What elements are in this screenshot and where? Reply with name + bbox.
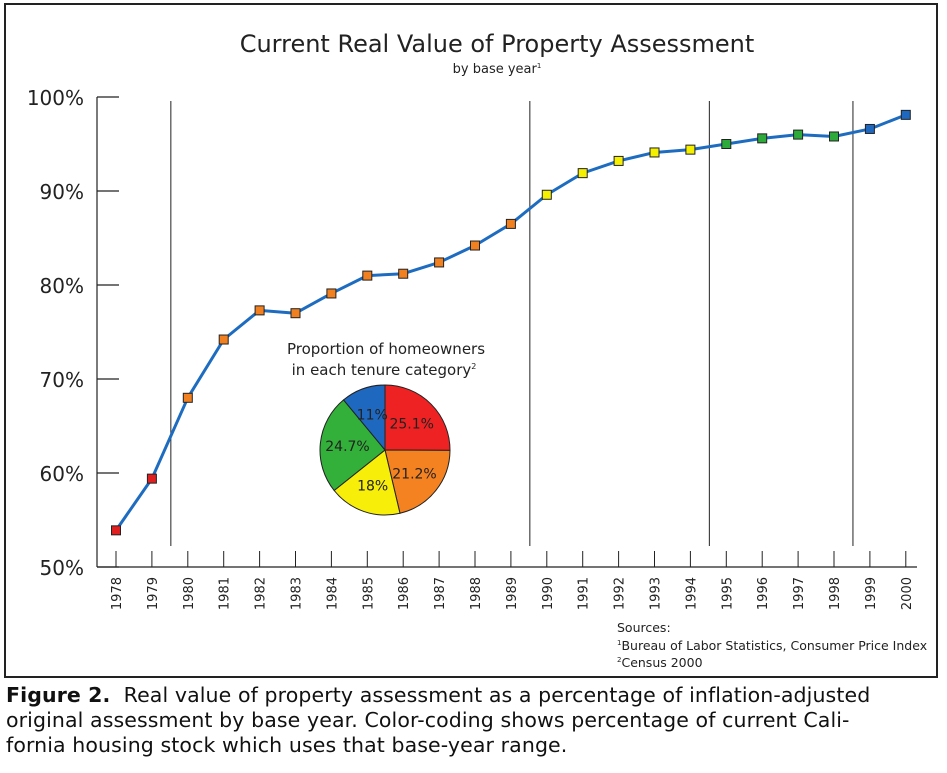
chart-title: Current Real Value of Property Assessmen…	[240, 30, 755, 58]
pie-title-line1: Proportion of homeowners	[287, 340, 485, 358]
data-point	[829, 131, 839, 142]
pie-slice-label: 25.1%	[389, 416, 433, 432]
pie-title-line2-text: in each tenure category	[292, 361, 472, 379]
data-point	[290, 308, 301, 319]
x-tick-label: 1997	[792, 577, 807, 610]
series-polyline	[114, 113, 907, 532]
pie-slice	[384, 449, 451, 514]
data-point	[577, 168, 588, 179]
data-point	[254, 305, 265, 316]
pie-slice-label: 24.7%	[325, 439, 369, 455]
x-tick-label: 1993	[649, 577, 664, 610]
data-point	[541, 189, 552, 200]
caption-line-3: fornia housing stock which uses that bas…	[6, 733, 568, 757]
data-point	[793, 129, 804, 140]
source-item-2: 2Census 2000	[617, 655, 703, 670]
x-tick-label: 1979	[146, 577, 161, 610]
data-point	[757, 133, 768, 144]
source-item-1: 1Bureau of Labor Statistics, Consumer Pr…	[617, 638, 927, 653]
pie-slice-label: 18%	[357, 479, 388, 495]
sources: Sources: 1Bureau of Labor Statistics, Co…	[617, 620, 927, 670]
chart-subtitle: by base year1	[453, 62, 542, 77]
chart-subtitle-text: by base year	[453, 62, 538, 77]
x-tick-label: 1999	[864, 577, 879, 610]
x-tick-label: 1978	[110, 577, 125, 610]
decade-dividers	[170, 101, 854, 546]
x-tick-label: 1982	[254, 577, 269, 610]
data-markers	[111, 109, 911, 536]
x-tick-label: 1986	[397, 577, 412, 610]
x-tick-label: 1989	[505, 577, 520, 610]
x-tick-label: 1991	[577, 577, 592, 610]
data-point	[864, 123, 875, 134]
caption-line-1: Real value of property assessment as a p…	[123, 683, 871, 707]
pie-slice	[333, 449, 401, 516]
y-tick-label: 90%	[40, 180, 84, 204]
data-point	[613, 155, 624, 166]
data-point	[900, 109, 911, 120]
data-point	[649, 147, 660, 158]
pie-title-line2: in each tenure category2	[292, 361, 477, 379]
data-point	[218, 334, 229, 345]
source-note-1: 1	[617, 639, 621, 647]
pie-chart: Proportion of homeowners in each tenure …	[287, 340, 485, 516]
source-note-2: 2	[617, 656, 621, 664]
axes: 50% 60% 70% 80% 90% 100% 1978 1979 1980 1981 1982 1…	[27, 86, 917, 610]
y-tick-label: 100%	[27, 86, 84, 110]
data-point	[182, 392, 193, 403]
chart-subtitle-note: 1	[537, 62, 541, 70]
figure-caption: Figure 2. Real value of property assessm…	[6, 683, 940, 758]
pie-slice	[342, 384, 386, 452]
data-point	[721, 139, 732, 149]
data-point	[434, 257, 445, 268]
data-point	[398, 268, 409, 279]
pie-slices: 25.1% 21.2%18% 24.7% 11%	[319, 384, 451, 516]
x-tick-label: 1990	[541, 577, 556, 610]
x-tick-label: 1981	[218, 577, 233, 610]
chart-frame	[4, 3, 938, 678]
x-tick-label: 1985	[361, 577, 376, 610]
data-point	[685, 144, 696, 155]
source-text-1: Bureau of Labor Statistics, Consumer Pri…	[621, 638, 927, 653]
x-tick-label: 1984	[325, 577, 340, 610]
series-line	[114, 113, 907, 532]
data-point	[505, 218, 516, 229]
pie-slice	[384, 384, 451, 451]
x-tick-label: 1995	[720, 577, 735, 610]
sources-heading: Sources:	[617, 620, 671, 635]
y-tick-label: 50%	[40, 556, 84, 580]
x-tick-label: 1996	[756, 577, 771, 610]
x-tick-label: 1998	[828, 577, 843, 610]
y-tick-label: 80%	[40, 274, 84, 298]
pie-title-note: 2	[471, 362, 476, 371]
data-point	[362, 270, 373, 281]
x-tick-label: 1994	[684, 577, 699, 610]
x-tick-label: 2000	[900, 577, 915, 610]
caption-line-2: original assessment by base year. Color-…	[6, 708, 850, 732]
x-tick-label: 1980	[182, 577, 197, 610]
x-tick-label: 1988	[469, 577, 484, 610]
x-tick-label: 1987	[433, 577, 448, 610]
data-point	[111, 525, 121, 536]
source-text-2: Census 2000	[621, 655, 702, 670]
x-tick-label: 1983	[290, 577, 305, 610]
data-point	[146, 473, 157, 484]
x-tick-label: 1992	[613, 577, 628, 610]
pie-slice	[319, 399, 386, 492]
y-tick-label: 60%	[40, 462, 84, 486]
data-point	[470, 240, 480, 251]
caption-label: Figure 2.	[6, 683, 111, 707]
pie-slice-label: 11%	[357, 408, 388, 424]
y-tick-label: 70%	[40, 368, 84, 392]
pie-slice-label: 21.2%	[392, 466, 436, 482]
chart-svg: Current Real Value of Property Assessmen…	[27, 30, 927, 670]
data-point	[326, 288, 337, 299]
